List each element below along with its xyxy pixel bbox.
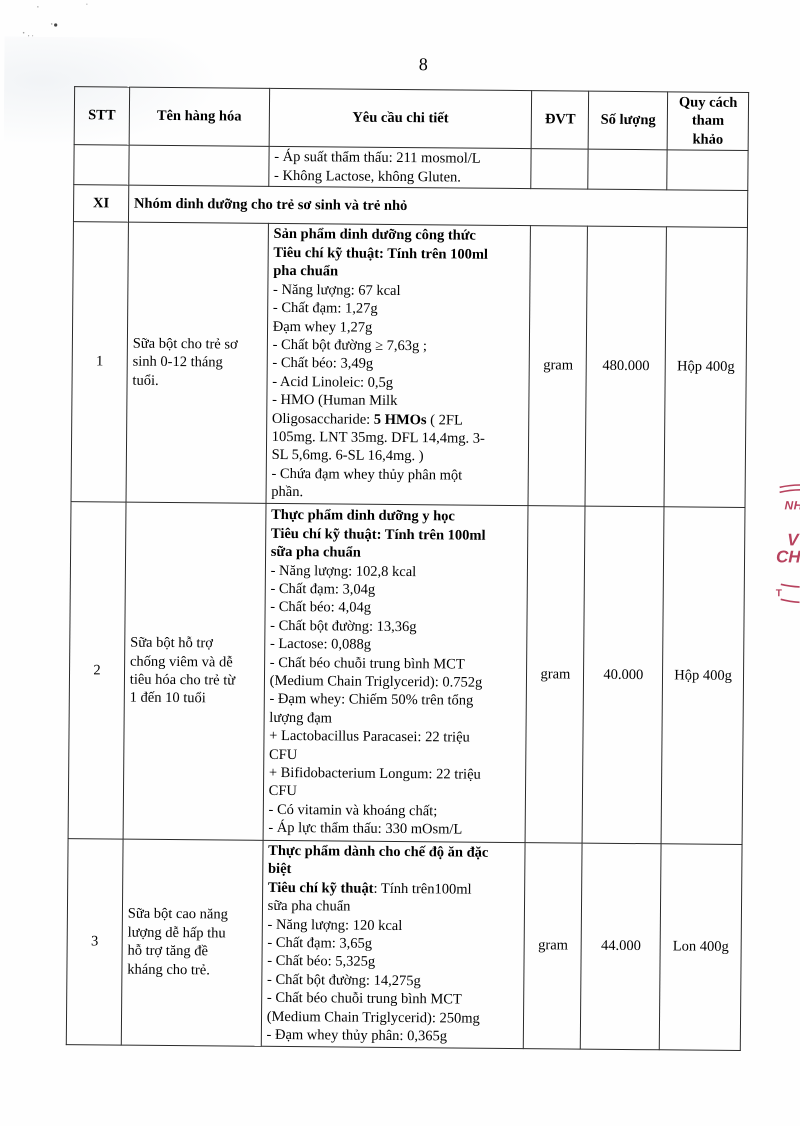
svg-text:V: V bbox=[787, 530, 800, 549]
svg-text:CHA: CHA bbox=[776, 547, 800, 566]
svg-text:T: T bbox=[776, 588, 782, 599]
svg-text:NH: NH bbox=[784, 498, 800, 512]
